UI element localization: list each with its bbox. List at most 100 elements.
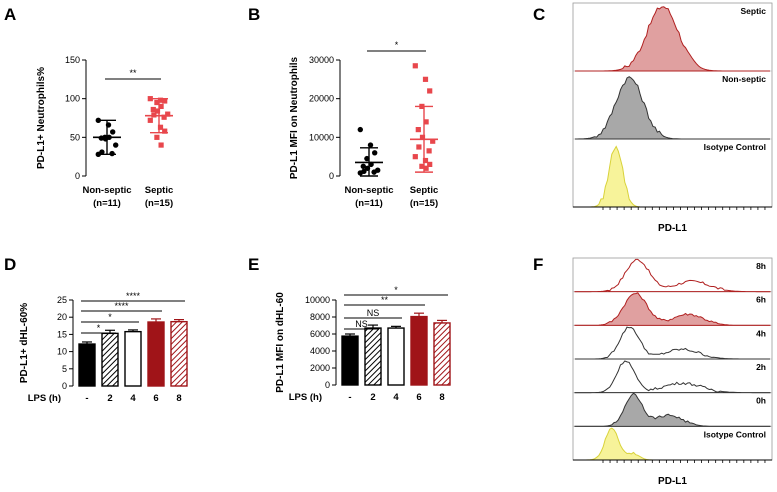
y-tick-label: 8000 — [310, 312, 330, 322]
panel-letter-e: E — [248, 255, 259, 274]
data-point — [422, 157, 429, 164]
y-tick-label: 0 — [75, 171, 80, 181]
chart-e: 0 2000 4000 6000 8000 10000 PD-L1 MFI on dHL-6… — [275, 285, 451, 403]
y-tick-label: 2000 — [310, 363, 330, 373]
category-label: Non-septic — [82, 185, 131, 196]
x-tick-label: 4 — [130, 393, 136, 404]
bar — [433, 322, 451, 386]
data-point — [372, 150, 378, 156]
bar — [387, 327, 405, 386]
y-tick-label: 15 — [57, 329, 67, 339]
y-tick-label: 100 — [65, 94, 80, 104]
y-tick-label: 6000 — [310, 329, 330, 339]
track-label: 4h — [756, 328, 766, 338]
comparison-label: * — [108, 312, 112, 322]
x-axis-label: PD-L1 — [658, 223, 687, 234]
data-point — [419, 163, 425, 169]
bar — [341, 335, 359, 386]
y-axis-label: PD-L1+ Neutrophils% — [36, 67, 47, 169]
panel-letter-c: C — [533, 5, 545, 24]
x-axis-label: LPS (h) — [289, 392, 322, 403]
data-point — [423, 165, 429, 171]
data-point — [357, 126, 363, 133]
histogram-track — [574, 292, 771, 326]
significance-label: * — [395, 40, 399, 50]
data-point — [427, 161, 433, 167]
track-label: 6h — [756, 295, 766, 305]
comparison-label: * — [97, 323, 101, 333]
comparison-label: NS — [367, 308, 380, 318]
comparison-label: * — [394, 285, 398, 295]
data-point — [157, 124, 164, 130]
y-tick-label: 0 — [325, 380, 330, 390]
chart-c: Septic Non-septic Isotype Control PD-L1 — [572, 2, 773, 234]
category-label: Septic — [410, 185, 439, 196]
category-count: (n=11) — [355, 198, 383, 209]
track-label: Isotype Control — [704, 142, 766, 152]
y-tick-label: 10000 — [305, 295, 330, 305]
x-tick-label: 8 — [439, 392, 444, 403]
data-point — [154, 99, 160, 106]
data-point — [154, 108, 161, 114]
data-point — [415, 127, 421, 133]
panel-letter-f: F — [533, 255, 543, 274]
data-point — [419, 134, 426, 140]
histogram-track — [575, 76, 770, 140]
bar — [410, 315, 428, 386]
data-point — [367, 142, 374, 148]
histogram-track — [575, 326, 770, 360]
data-point — [147, 117, 153, 123]
track-label: Isotype Control — [704, 429, 766, 439]
chart-b: 0 10000 20000 30000 PD-L1 MFI on Neutrophils… — [289, 40, 438, 209]
panel-letter-b: B — [248, 5, 260, 24]
histogram-track — [574, 392, 771, 427]
category-count: (n=15) — [410, 198, 438, 209]
category-count: (n=15) — [145, 198, 173, 209]
x-tick-label: 2 — [107, 393, 112, 404]
comparison-label: **** — [114, 301, 129, 311]
data-point — [423, 119, 429, 125]
data-point — [371, 169, 377, 175]
x-tick-label: 8 — [176, 393, 181, 404]
data-point — [162, 128, 168, 134]
data-point — [412, 63, 418, 69]
category-count: (n=11) — [93, 198, 121, 209]
x-tick-label: 2 — [370, 392, 375, 403]
y-tick-label: 10 — [57, 347, 67, 357]
y-tick-label: 0 — [329, 171, 334, 181]
y-axis-label: PD-L1+ dHL-60% — [19, 303, 30, 383]
data-point — [426, 148, 432, 154]
data-point — [150, 106, 156, 113]
data-point — [109, 150, 115, 157]
data-point — [412, 154, 418, 160]
x-tick-label: 4 — [393, 392, 399, 403]
track-label: 0h — [756, 396, 766, 406]
panel-letter-a: A — [4, 5, 16, 24]
y-tick-label: 50 — [70, 132, 80, 142]
data-point — [158, 142, 164, 148]
track-label: Septic — [740, 6, 766, 16]
y-tick-label: 150 — [65, 55, 80, 65]
data-point — [422, 76, 429, 82]
bar — [364, 327, 382, 386]
significance-label: ** — [129, 68, 137, 78]
track-label: Non-septic — [722, 74, 766, 84]
data-point — [161, 114, 167, 120]
histogram-track — [575, 145, 770, 208]
y-tick-label: 5 — [62, 364, 67, 374]
category-label: Non-septic — [344, 185, 393, 196]
track-label: 8h — [756, 261, 766, 271]
histogram-track — [575, 6, 770, 72]
data-point — [158, 103, 164, 109]
chart-a: 0 50 100 150 PD-L1+ Neutrophils% Non-septic (n… — [36, 55, 173, 209]
data-point — [430, 138, 436, 144]
category-label: Septic — [145, 185, 174, 196]
y-tick-label: 25 — [57, 295, 67, 305]
y-axis-label: PD-L1 MFI on Neutrophils — [289, 56, 300, 179]
histogram-track — [574, 360, 771, 394]
comparison-label: ** — [381, 295, 389, 305]
x-tick-label: 6 — [153, 393, 158, 404]
comparison-label: **** — [126, 291, 141, 301]
